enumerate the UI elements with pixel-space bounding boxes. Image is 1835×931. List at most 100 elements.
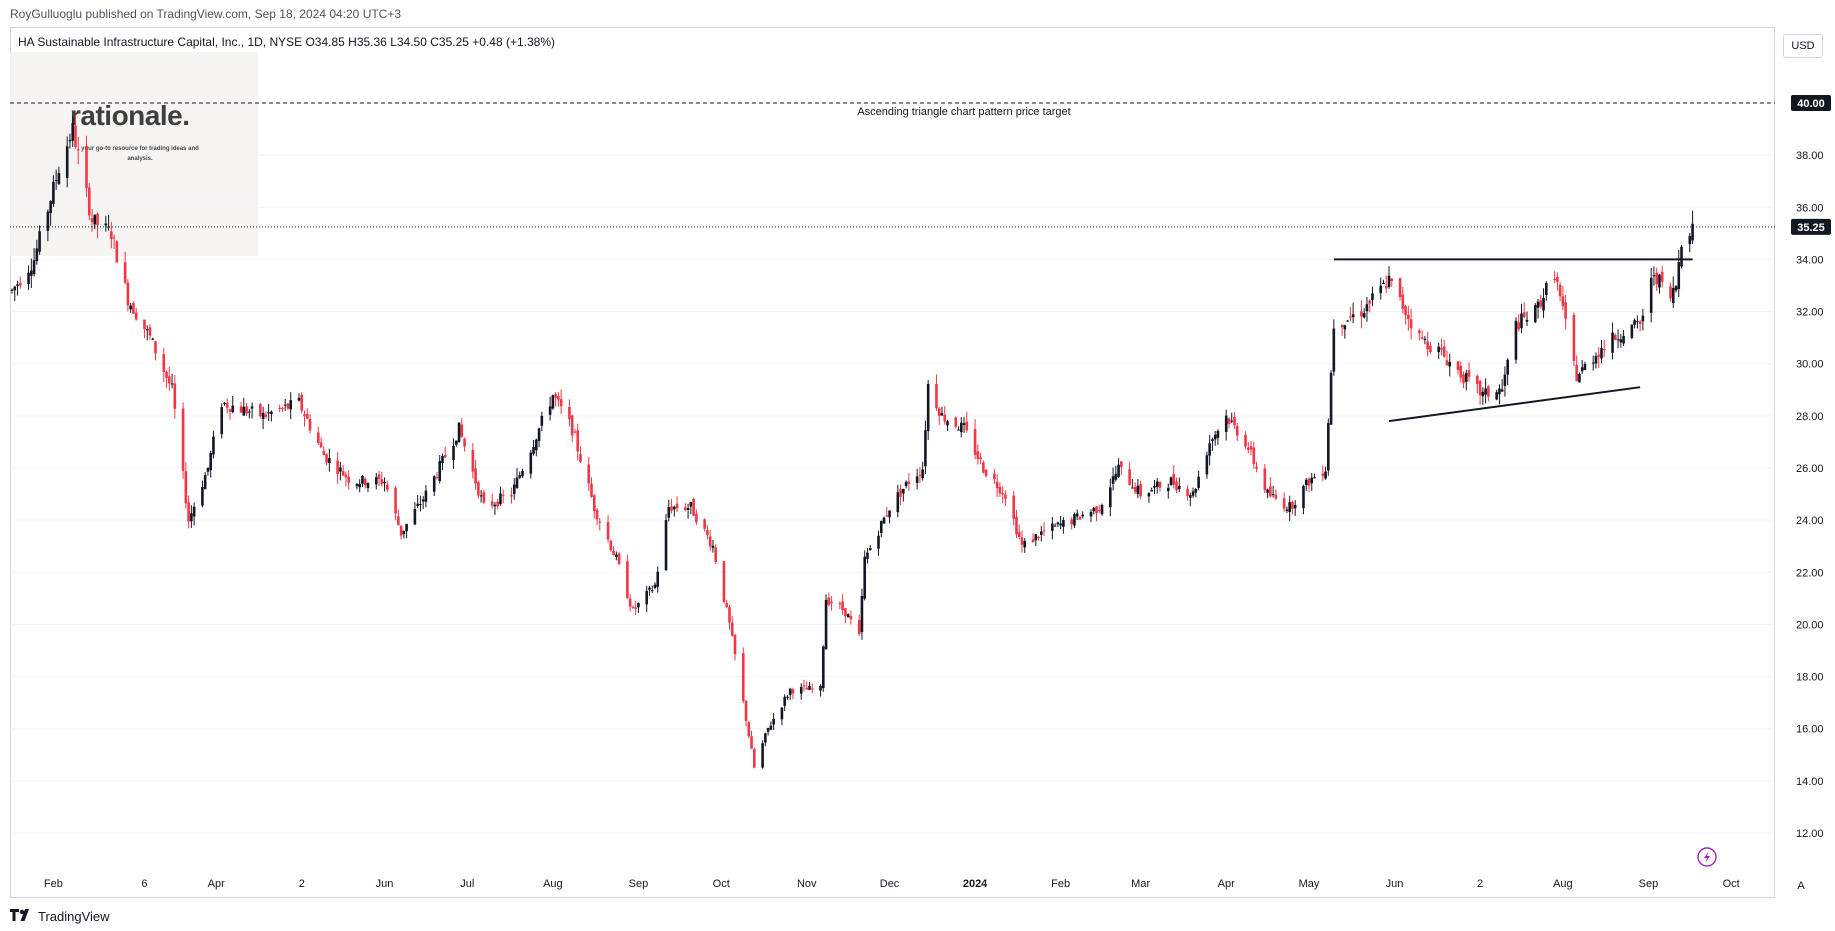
candle [598, 517, 602, 531]
candle [104, 215, 108, 232]
candle [167, 366, 171, 391]
candle [1487, 385, 1490, 402]
candle [791, 687, 795, 700]
candle [107, 214, 110, 231]
candle [126, 279, 130, 312]
candle [231, 396, 235, 414]
candle [1591, 355, 1595, 371]
candle [463, 437, 466, 452]
candle [361, 474, 364, 488]
candle [838, 601, 842, 609]
candle [1233, 412, 1236, 429]
candle [733, 634, 737, 661]
candle [347, 470, 350, 490]
candle [628, 594, 632, 612]
candle [877, 530, 880, 556]
chart-frame [10, 27, 1775, 898]
candle [303, 410, 306, 427]
candle [413, 502, 417, 526]
candle [297, 393, 301, 402]
candle [612, 545, 615, 556]
price-badges: 40.00 35.25 [1791, 95, 1831, 235]
candle [1437, 342, 1440, 359]
candle [744, 700, 748, 727]
candle [1100, 503, 1104, 516]
candle [385, 480, 389, 492]
candle [730, 615, 734, 637]
candle [1671, 276, 1675, 308]
candle [521, 468, 524, 478]
candle [808, 681, 811, 691]
candle [259, 403, 262, 419]
candle [358, 479, 362, 493]
candle [540, 411, 544, 431]
candle [1208, 434, 1211, 466]
candle [1564, 294, 1567, 330]
candle [747, 721, 751, 739]
candle [1478, 379, 1482, 405]
y-tick-label: 38.00 [1796, 150, 1824, 162]
candle [1423, 335, 1427, 345]
candle [416, 495, 419, 509]
candle [510, 487, 513, 504]
candle [1600, 339, 1603, 364]
y-tick-label: 36.00 [1796, 202, 1824, 214]
candle [819, 684, 822, 697]
lightning-icon[interactable] [1697, 847, 1717, 867]
candle [267, 403, 270, 421]
candle [1614, 333, 1617, 341]
auto-scale-button[interactable]: A [1797, 880, 1805, 892]
candle [753, 747, 756, 769]
candle [868, 544, 872, 551]
candle [907, 473, 911, 491]
candle [615, 551, 618, 561]
y-tick-label: 30.00 [1796, 359, 1824, 371]
candle [52, 175, 55, 208]
candle [38, 225, 41, 255]
svg-text:40.00: 40.00 [1797, 98, 1825, 110]
candle [849, 610, 853, 625]
candle [780, 707, 784, 726]
candle [993, 469, 996, 485]
candle [123, 251, 127, 285]
candle [725, 599, 729, 609]
candle [1042, 522, 1046, 536]
footer-brand[interactable]: TradingView [10, 908, 110, 924]
candle [995, 474, 999, 497]
candle [918, 467, 922, 483]
candle [74, 114, 77, 149]
candle [190, 505, 193, 528]
candle [684, 503, 687, 512]
candle [1332, 319, 1336, 376]
candle [882, 516, 886, 525]
candle [441, 453, 444, 471]
candle [1522, 302, 1526, 319]
time-axis: Feb 6 Apr 2 Jun Jul Aug Sep Oct Nov Dec 2024 Feb Mar A… [44, 878, 1740, 890]
currency-button[interactable]: USD [1783, 34, 1823, 58]
candle [496, 498, 499, 510]
candle [722, 561, 726, 604]
candle [96, 212, 99, 239]
candle [328, 448, 331, 472]
candle [30, 258, 33, 289]
candle [741, 647, 745, 704]
target-price-label: Ascending triangle chart pattern price t… [857, 106, 1070, 118]
candle [1040, 526, 1043, 542]
x-tick-label: Sep [629, 878, 649, 890]
x-tick-label: May [1299, 878, 1320, 890]
candle [570, 414, 574, 442]
candle [162, 347, 166, 383]
candle [1448, 353, 1452, 377]
candle [896, 484, 900, 518]
candle [1097, 504, 1101, 513]
candle [1362, 308, 1366, 319]
candle [1186, 485, 1189, 501]
candle [1070, 517, 1073, 530]
candle [537, 427, 541, 448]
candle [460, 418, 464, 438]
candle [71, 116, 75, 148]
candle [1020, 530, 1024, 553]
candle [1059, 515, 1062, 530]
candle [1266, 488, 1269, 499]
